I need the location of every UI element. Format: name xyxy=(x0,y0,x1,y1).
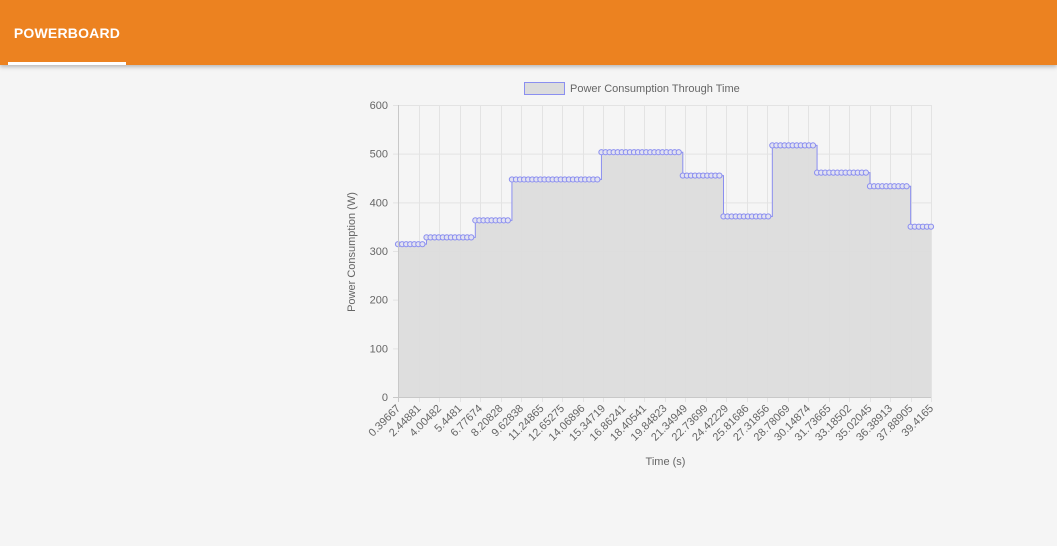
x-tick-labels: 0.396672.448814.004825.44816.776748.2082… xyxy=(367,403,937,444)
legend: Power Consumption Through Time xyxy=(524,82,740,95)
y-tick-label: 200 xyxy=(370,295,388,307)
y-tick-label: 400 xyxy=(370,197,388,209)
data-point xyxy=(716,172,723,179)
y-tick-label: 600 xyxy=(370,100,388,112)
tab-powerboard[interactable]: POWERBOARD xyxy=(13,24,121,41)
y-tick-label: 0 xyxy=(382,392,388,404)
data-point xyxy=(419,241,426,248)
data-point xyxy=(927,223,935,230)
y-tick-labels: 0 100 200 300 400 500 600 xyxy=(370,100,388,404)
data-points xyxy=(394,142,935,248)
y-tick-label: 300 xyxy=(370,246,388,258)
legend-swatch xyxy=(524,82,565,95)
data-point xyxy=(468,234,475,241)
data-point xyxy=(675,149,682,156)
legend-label: Power Consumption Through Time xyxy=(570,83,740,95)
data-point xyxy=(765,213,772,220)
active-tab-indicator xyxy=(8,62,126,65)
y-axis-title: Power Consumption (W) xyxy=(346,192,358,312)
data-point xyxy=(809,142,817,149)
y-tick-label: 500 xyxy=(370,149,388,161)
data-point xyxy=(504,217,511,224)
area-fill xyxy=(398,145,931,397)
app-header xyxy=(0,0,1057,65)
y-tick-label: 100 xyxy=(370,343,388,355)
x-axis-title: Time (s) xyxy=(646,456,686,468)
data-point xyxy=(903,183,910,190)
data-point xyxy=(594,176,601,183)
data-point xyxy=(862,169,870,176)
